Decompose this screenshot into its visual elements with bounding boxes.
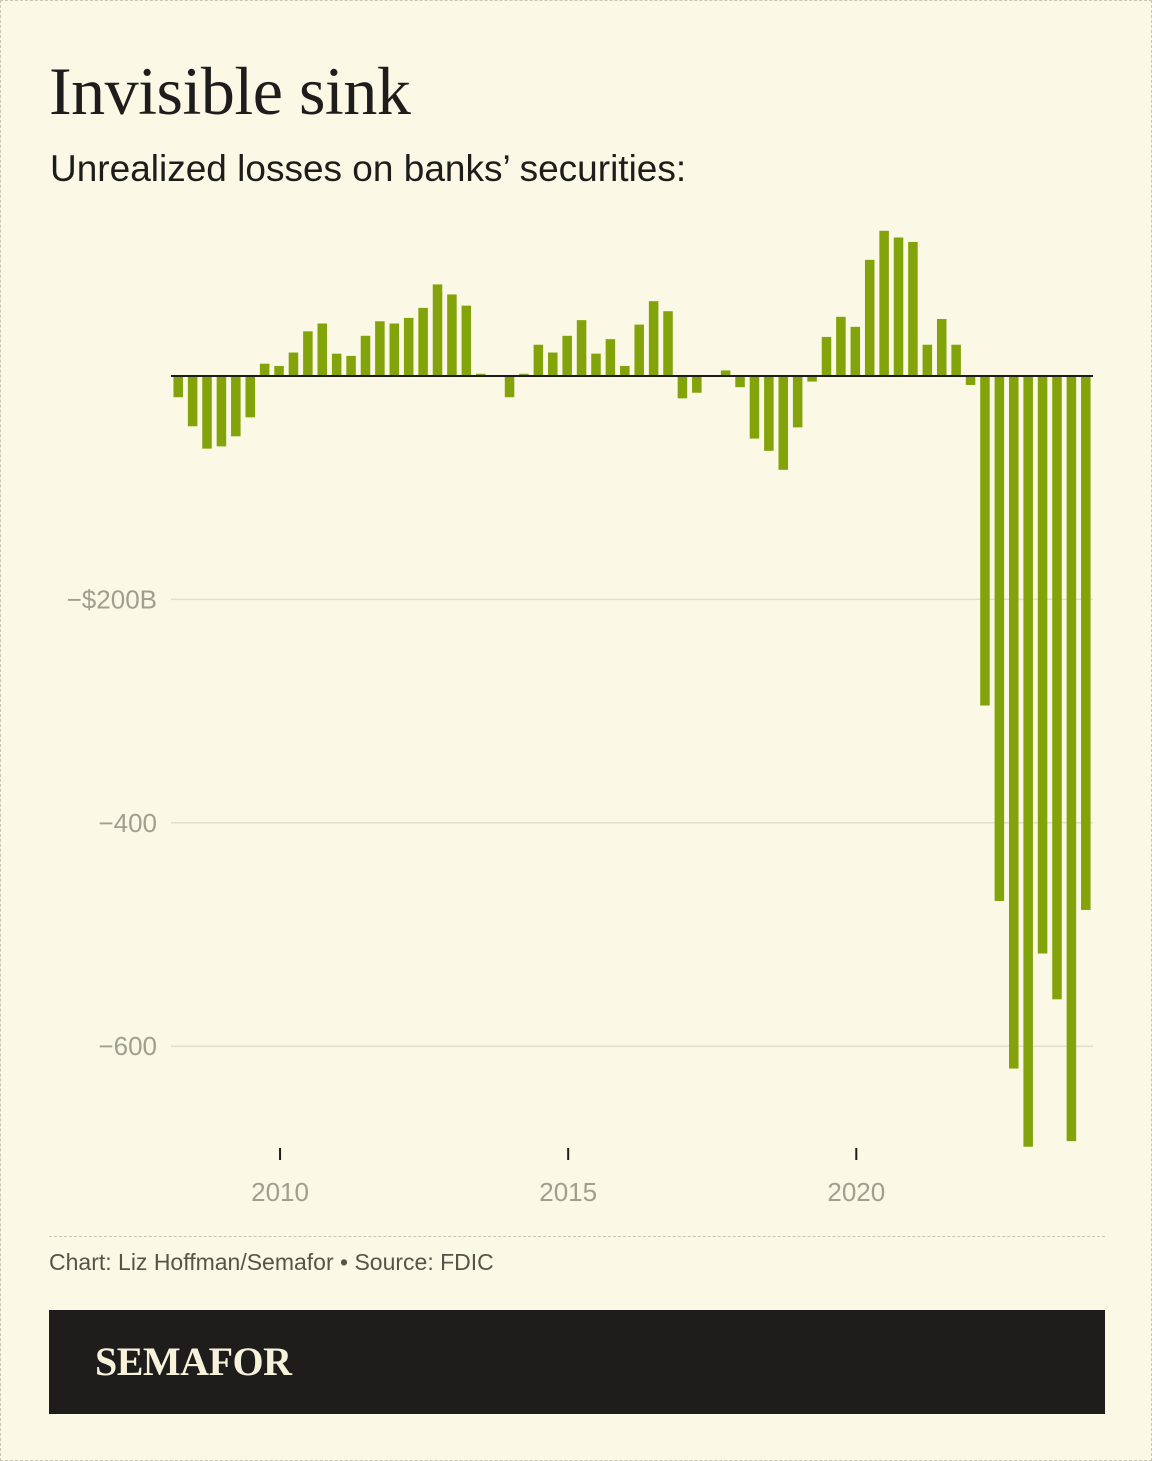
grid-lines: [171, 598, 1093, 1047]
bar: [475, 373, 486, 376]
brand-footer: SEMAFOR: [49, 1310, 1105, 1414]
bar: [360, 335, 371, 376]
bar: [893, 237, 904, 376]
semafor-logo: SEMAFOR: [95, 1339, 292, 1384]
x-tick-label: 2015: [539, 1177, 597, 1207]
bar: [461, 305, 472, 376]
bar: [735, 376, 745, 388]
bar: [864, 259, 875, 376]
bar: [317, 323, 328, 376]
bar: [836, 316, 846, 376]
bar: [576, 320, 587, 376]
bar: [749, 376, 760, 439]
chart-subtitle: Unrealized losses on banks’ securities:: [50, 148, 687, 189]
divider: [49, 1236, 1105, 1237]
bar: [922, 344, 933, 376]
bar: [965, 376, 976, 385]
bar: [1023, 376, 1033, 1147]
bar: [202, 376, 212, 449]
chart-title: Invisible sink: [49, 53, 411, 129]
bar: [1081, 376, 1091, 910]
bar: [216, 376, 227, 447]
bar: [231, 376, 241, 437]
bar: [418, 307, 428, 376]
bar: [562, 335, 572, 376]
bar: [331, 353, 342, 376]
bar: [620, 365, 630, 376]
bar: [1066, 376, 1077, 1142]
bar: [634, 324, 644, 376]
bar: [533, 344, 544, 376]
bar: [720, 370, 731, 376]
bar: [792, 376, 803, 428]
y-axis-labels: −$200B −400 −600: [67, 584, 157, 1061]
bar: [187, 376, 198, 427]
bar: [259, 363, 270, 376]
bar: [980, 376, 990, 706]
bar: [548, 352, 558, 376]
bar: [447, 294, 457, 376]
bar: [504, 376, 515, 398]
bar: [692, 376, 702, 393]
bar: [375, 321, 385, 376]
x-tick-label: 2020: [827, 1177, 885, 1207]
bar: [908, 241, 918, 376]
bar: [403, 317, 414, 376]
bar: [1037, 376, 1048, 954]
bar: [346, 355, 356, 376]
bar: [807, 376, 817, 382]
bar: [432, 284, 443, 376]
bar-chart: −$200B −400 −600 2010 2015 2020: [67, 230, 1093, 1207]
bar: [288, 352, 299, 376]
bar: [778, 376, 789, 470]
source-credit: Chart: Liz Hoffman/Semafor • Source: FDI…: [49, 1249, 494, 1275]
bar: [303, 331, 313, 376]
bar: [591, 353, 601, 376]
bar: [1009, 376, 1019, 1069]
bar: [764, 376, 774, 451]
bar: [951, 344, 961, 376]
y-tick-label: −$200B: [67, 584, 157, 614]
bar: [648, 301, 659, 376]
x-axis: 2010 2015 2020: [251, 1148, 885, 1207]
bar: [994, 376, 1005, 901]
bar: [879, 230, 889, 376]
bar: [274, 365, 284, 376]
y-tick-label: −400: [98, 808, 157, 838]
bar: [389, 323, 400, 376]
y-tick-label: −600: [98, 1031, 157, 1061]
bar: [605, 339, 616, 376]
bars: [173, 230, 1091, 1147]
bar: [850, 326, 861, 376]
bar: [1052, 376, 1062, 1000]
bar: [173, 376, 183, 398]
bar: [519, 373, 529, 376]
bar: [677, 376, 688, 399]
x-tick-label: 2010: [251, 1177, 309, 1207]
bar: [245, 376, 255, 418]
bar: [936, 319, 947, 376]
bar: [663, 311, 673, 376]
bar: [821, 336, 832, 376]
